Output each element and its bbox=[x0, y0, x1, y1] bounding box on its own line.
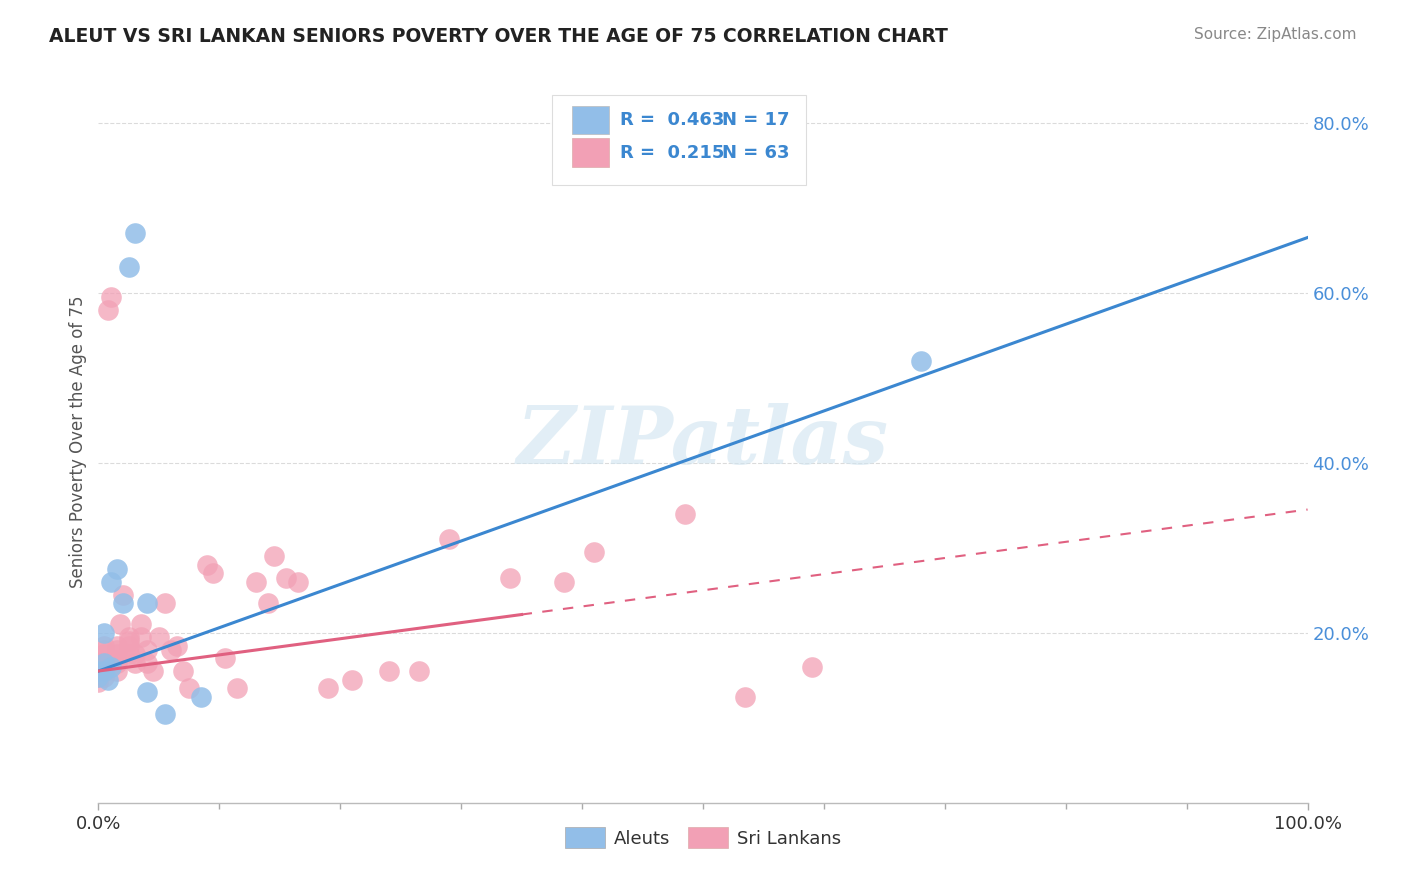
Point bbox=[214, 651, 236, 665]
Text: N = 17: N = 17 bbox=[723, 111, 790, 129]
Point bbox=[202, 566, 225, 581]
Point bbox=[263, 549, 285, 564]
Point bbox=[93, 664, 115, 678]
Text: ALEUT VS SRI LANKAN SENIORS POVERTY OVER THE AGE OF 75 CORRELATION CHART: ALEUT VS SRI LANKAN SENIORS POVERTY OVER… bbox=[49, 27, 948, 45]
Point bbox=[800, 660, 823, 674]
Point bbox=[124, 227, 146, 241]
Point bbox=[135, 685, 157, 699]
Point bbox=[87, 660, 110, 674]
Point bbox=[226, 681, 249, 695]
Point bbox=[93, 664, 115, 678]
Point bbox=[734, 690, 756, 704]
Point bbox=[135, 642, 157, 657]
Point bbox=[124, 647, 146, 661]
Point bbox=[97, 673, 120, 687]
Point bbox=[105, 639, 128, 653]
Point bbox=[179, 681, 201, 695]
Point bbox=[172, 664, 194, 678]
Point bbox=[105, 647, 128, 661]
Legend: Aleuts, Sri Lankans: Aleuts, Sri Lankans bbox=[558, 820, 848, 855]
Point bbox=[87, 675, 110, 690]
Point bbox=[87, 656, 110, 670]
Point bbox=[124, 656, 146, 670]
Point bbox=[93, 625, 115, 640]
Point bbox=[87, 664, 110, 678]
Point bbox=[148, 630, 170, 644]
Text: R =  0.463: R = 0.463 bbox=[620, 111, 724, 129]
Point bbox=[129, 630, 152, 644]
Point bbox=[316, 681, 339, 695]
Point bbox=[87, 664, 110, 678]
Point bbox=[97, 302, 120, 317]
Point bbox=[93, 647, 115, 661]
Point bbox=[195, 558, 218, 572]
Point bbox=[166, 639, 188, 653]
Point bbox=[129, 617, 152, 632]
Point bbox=[274, 570, 297, 584]
Point bbox=[100, 660, 122, 674]
Point bbox=[87, 656, 110, 670]
Point bbox=[160, 642, 183, 657]
Point bbox=[142, 664, 165, 678]
Point bbox=[910, 353, 932, 368]
Point bbox=[87, 664, 110, 678]
Point bbox=[153, 596, 176, 610]
Point bbox=[105, 653, 128, 667]
Point bbox=[408, 664, 430, 678]
Point bbox=[93, 664, 115, 678]
Point bbox=[553, 574, 575, 589]
Point bbox=[111, 588, 134, 602]
Point bbox=[118, 630, 141, 644]
Text: Source: ZipAtlas.com: Source: ZipAtlas.com bbox=[1194, 27, 1357, 42]
Point bbox=[100, 574, 122, 589]
FancyBboxPatch shape bbox=[572, 138, 609, 167]
Point bbox=[105, 664, 128, 678]
Point bbox=[93, 656, 115, 670]
Point bbox=[118, 260, 141, 275]
Point bbox=[135, 596, 157, 610]
Text: N = 63: N = 63 bbox=[723, 144, 790, 161]
Point bbox=[256, 596, 278, 610]
Point bbox=[118, 647, 141, 661]
Point bbox=[105, 562, 128, 576]
Text: R =  0.215: R = 0.215 bbox=[620, 144, 724, 161]
Point bbox=[118, 639, 141, 653]
Point bbox=[93, 670, 115, 684]
Point bbox=[377, 664, 399, 678]
Point bbox=[111, 596, 134, 610]
Text: ZIPatlas: ZIPatlas bbox=[517, 403, 889, 480]
Point bbox=[287, 574, 309, 589]
Point bbox=[100, 290, 122, 304]
Point bbox=[135, 656, 157, 670]
Point bbox=[105, 642, 128, 657]
Point bbox=[245, 574, 267, 589]
Point bbox=[498, 570, 520, 584]
Point bbox=[87, 664, 110, 678]
Point bbox=[108, 617, 131, 632]
Point bbox=[93, 658, 115, 673]
FancyBboxPatch shape bbox=[572, 105, 609, 135]
Point bbox=[673, 507, 696, 521]
Point bbox=[583, 545, 606, 559]
Point bbox=[153, 706, 176, 721]
Point bbox=[87, 670, 110, 684]
Point bbox=[437, 533, 460, 547]
FancyBboxPatch shape bbox=[551, 95, 806, 185]
Point bbox=[105, 656, 128, 670]
Point bbox=[93, 639, 115, 653]
Point bbox=[118, 634, 141, 648]
Point bbox=[190, 690, 212, 704]
Point bbox=[87, 670, 110, 684]
Y-axis label: Seniors Poverty Over the Age of 75: Seniors Poverty Over the Age of 75 bbox=[69, 295, 87, 588]
Point bbox=[342, 673, 364, 687]
Point bbox=[87, 664, 110, 678]
Point bbox=[93, 642, 115, 657]
